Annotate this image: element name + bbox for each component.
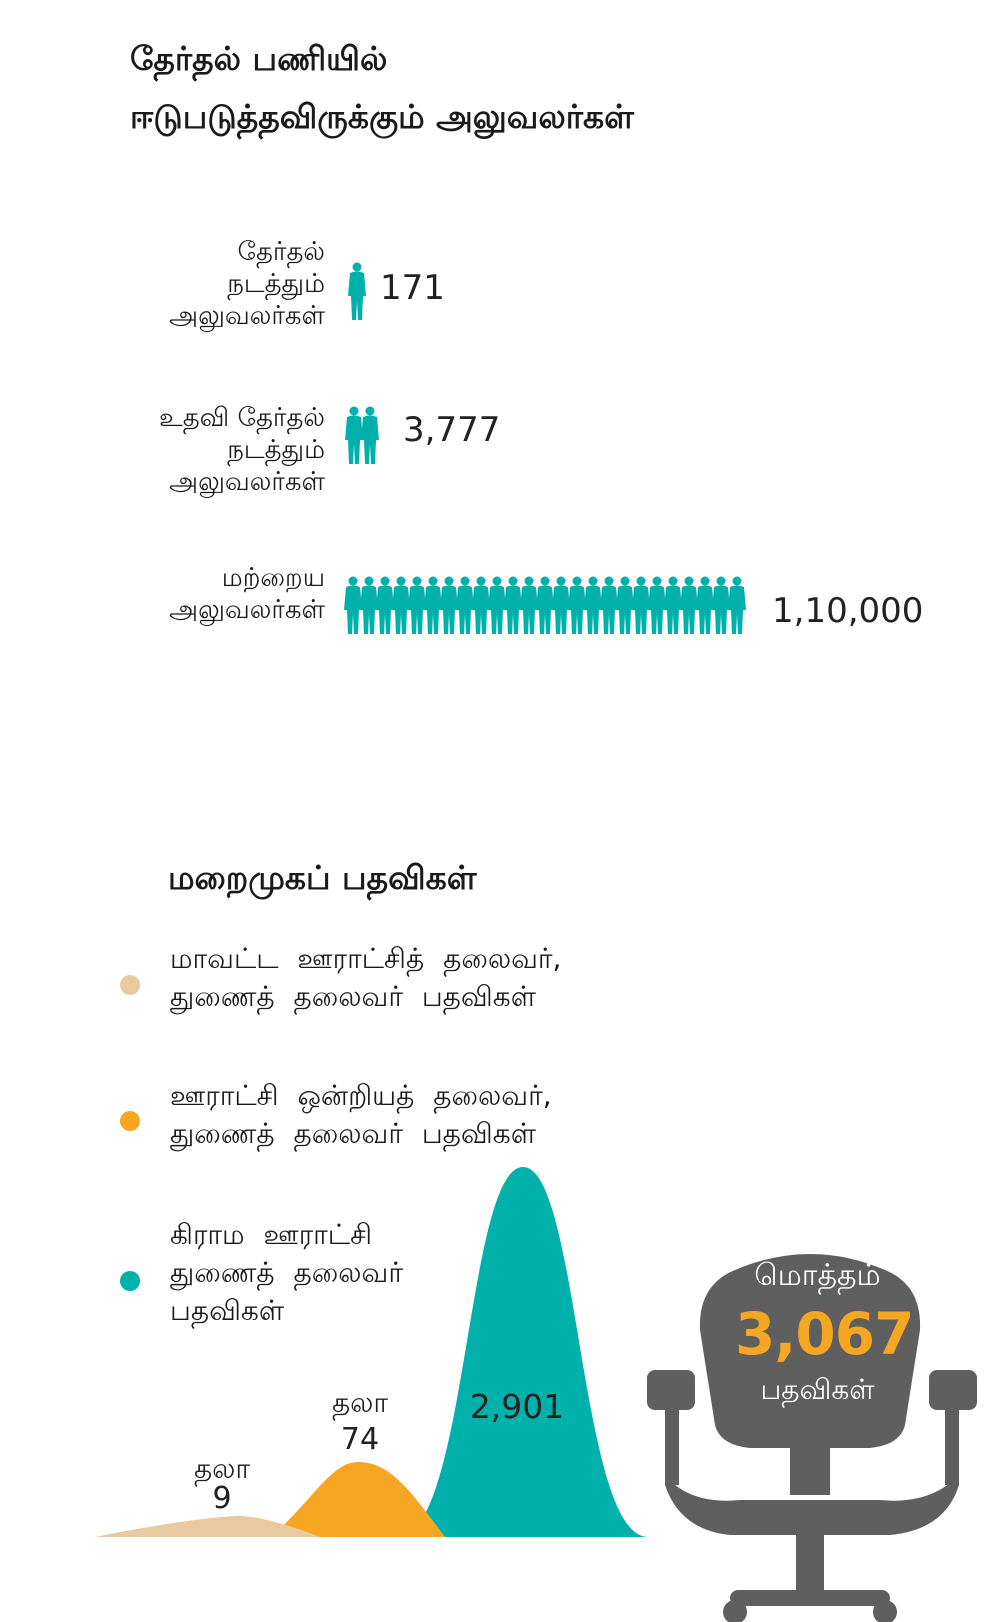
officer-label-2-line-2: நடத்தும்: [227, 435, 325, 465]
person-icon: [360, 576, 378, 634]
bump-union: [270, 1462, 445, 1537]
officer-value-3: 1,10,000: [772, 591, 924, 631]
legend-dot-beige: [120, 975, 140, 995]
person-icon: [552, 576, 570, 634]
officer-label-3-line-2: அலுவலர்கள்: [169, 595, 325, 625]
person-icon: [600, 576, 618, 634]
officer-label-1: தேர்தல் நடத்தும் அலுவலர்கள்: [25, 236, 325, 332]
total-top-label: மொத்தம்: [754, 1258, 881, 1293]
officer-label-2: உதவி தேர்தல் நடத்தும் அலுவலர்கள்: [25, 402, 325, 498]
legend-village-line-2: துணைத் தலைவர்: [170, 1256, 403, 1289]
bump-value-label: 74: [341, 1422, 379, 1457]
person-icon: [440, 576, 458, 634]
legend-district-line-1: மாவட்ட ஊராட்சித் தலைவர்,: [170, 942, 562, 975]
person-icon: [520, 576, 538, 634]
main-title-line-1: தேர்தல் பணியில்: [130, 39, 388, 78]
officer-label-1-line-3: அலுவலர்கள்: [169, 301, 325, 331]
person-icon: [361, 406, 379, 464]
person-icon: [632, 576, 650, 634]
bump-label-prefix: தலா: [332, 1386, 388, 1421]
person-icon: [680, 576, 698, 634]
total-value: 3,067: [735, 1300, 914, 1368]
legend-dot-orange: [120, 1111, 140, 1131]
total-bottom-label: பதவிகள்: [760, 1373, 875, 1406]
officer-label-3-line-1: மற்றைய: [221, 563, 325, 593]
person-icon: [408, 576, 426, 634]
bump-village: [398, 1167, 648, 1537]
officer-label-2-line-3: அலுவலர்கள்: [169, 467, 325, 497]
officer-figures-3: [344, 576, 746, 634]
legend-union-line-2: துணைத் தலைவர் பதவிகள்: [170, 1117, 536, 1150]
legend-union-line-1: ஊராட்சி ஒன்றியத் தலைவர்,: [170, 1079, 552, 1112]
officer-figures-1: [348, 262, 366, 320]
officer-value-1: 171: [380, 268, 445, 308]
person-icon: [536, 576, 554, 634]
officer-figures-2: [345, 406, 379, 464]
person-icon: [348, 262, 366, 320]
person-icon: [584, 576, 602, 634]
person-icon: [568, 576, 586, 634]
legend-village-line-1: கிராம ஊராட்சி: [170, 1218, 373, 1251]
person-icon: [376, 576, 394, 634]
person-icon: [728, 576, 746, 634]
officer-label-1-line-1: தேர்தல்: [237, 237, 326, 267]
person-icon: [345, 406, 363, 464]
main-title-line-2: ஈடுபடுத்தவிருக்கும் அலுவலர்கள்: [130, 97, 634, 136]
legend-dot-teal: [120, 1271, 140, 1291]
person-icon: [504, 576, 522, 634]
bump-district: [95, 1515, 320, 1537]
bump-label-prefix: தலா: [194, 1452, 250, 1487]
officer-value-2: 3,777: [403, 410, 501, 450]
person-icon: [424, 576, 442, 634]
bump-value-label: 2,901: [470, 1387, 564, 1426]
legend-text-district: மாவட்ட ஊராட்சித் தலைவர், துணைத் தலைவர் ப…: [170, 940, 690, 1016]
person-icon: [664, 576, 682, 634]
person-icon: [344, 576, 362, 634]
person-icon: [712, 576, 730, 634]
officer-label-2-line-1: உதவி தேர்தல்: [159, 403, 325, 433]
person-icon: [456, 576, 474, 634]
legend-text-village: கிராம ஊராட்சி துணைத் தலைவர் பதவிகள்: [170, 1216, 690, 1330]
person-icon: [696, 576, 714, 634]
person-icon: [616, 576, 634, 634]
posts-title: மறைமுகப் பதவிகள்: [168, 858, 477, 897]
legend-text-union: ஊராட்சி ஒன்றியத் தலைவர், துணைத் தலைவர் ப…: [170, 1077, 690, 1153]
legend-village-line-3: பதவிகள்: [170, 1294, 285, 1327]
person-icon: [472, 576, 490, 634]
officer-label-1-line-2: நடத்தும்: [227, 269, 325, 299]
posts-chart: தலா9தலா742,901: [95, 1167, 977, 1622]
chair-icon: [647, 1254, 977, 1622]
legend-district-line-2: துணைத் தலைவர் பதவிகள்: [170, 980, 536, 1013]
person-icon: [648, 576, 666, 634]
main-title: தேர்தல் பணியில் ஈடுபடுத்தவிருக்கும் அலுவ…: [130, 30, 930, 146]
bump-value-label: 9: [212, 1481, 231, 1516]
officer-label-3: மற்றைய அலுவலர்கள்: [25, 562, 325, 626]
person-icon: [392, 576, 410, 634]
person-icon: [488, 576, 506, 634]
